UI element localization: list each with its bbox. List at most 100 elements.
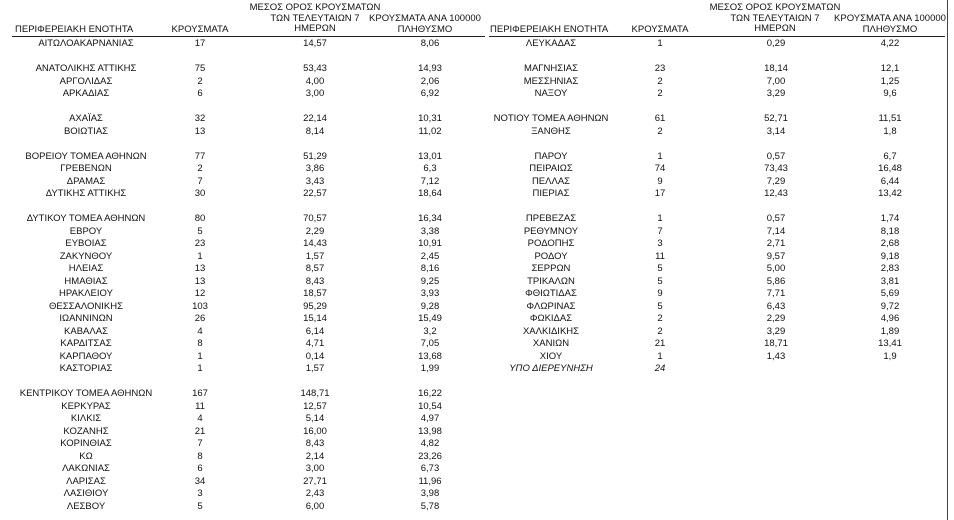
cases-cell: 2 xyxy=(657,88,663,99)
cases-cell: 13 xyxy=(194,275,206,287)
header-divider-right xyxy=(489,36,945,37)
per100k-cell: 4,22 xyxy=(880,38,900,49)
avg7-cell: 18,71 xyxy=(764,338,788,349)
per100k-cell: 15,49 xyxy=(418,313,442,324)
region-cell: ΗΛΕΙΑΣ xyxy=(68,263,104,274)
per100k-cell: 11,96 xyxy=(418,475,442,487)
cases-cell: 12 xyxy=(194,288,206,299)
cases-cell: 26 xyxy=(194,313,206,324)
avg7-cell: 3,29 xyxy=(766,325,786,337)
cases-cell: 17 xyxy=(654,188,666,199)
per100k-cell: 9,72 xyxy=(880,300,900,312)
region-cell: ΕΥΒΟΙΑΣ xyxy=(65,238,107,249)
per100k-cell: 14,93 xyxy=(418,63,442,74)
region-cell: ΥΠΟ ΔΙΕΡΕΥΝΗΣΗ xyxy=(509,363,593,374)
avg7-cell: 2,29 xyxy=(305,225,325,237)
per100k-cell: 1,89 xyxy=(880,325,900,337)
avg7-cell: 0,29 xyxy=(766,38,786,49)
region-cell: ΛΕΣΒΟΥ xyxy=(66,500,106,512)
cases-cell: 1 xyxy=(197,363,203,374)
avg7-cell: 15,14 xyxy=(303,313,327,324)
region-cell: ΚΕΡΚΥΡΑΣ xyxy=(61,400,111,412)
region-cell: ΠΙΕΡΙΑΣ xyxy=(532,188,570,199)
avg7-cell: 4,00 xyxy=(305,75,325,87)
avg7-cell: 8,43 xyxy=(305,275,325,287)
per100k-cell: 4,97 xyxy=(420,413,440,424)
cases-cell: 9 xyxy=(657,288,663,299)
cases-cell: 11 xyxy=(195,400,205,412)
cases-cell: 75 xyxy=(194,63,206,74)
avg7-cell: 4,71 xyxy=(305,338,325,349)
avg7-cell: 1,43 xyxy=(766,350,786,362)
avg7-cell: 52,71 xyxy=(764,113,788,124)
header-avg7-left: ΜΕΣΟΣ ΟΡΟΣ ΚΡΟΥΣΜΑΤΩΝ ΤΩΝ ΤΕΛΕΥΤΑΙΩΝ 7 Η… xyxy=(245,2,385,35)
region-cell: ΗΜΑΘΙΑΣ xyxy=(64,275,108,287)
region-cell: ΧΑΛΚΙΔΙΚΗΣ xyxy=(522,325,580,337)
header-avg7-line1: ΜΕΣΟΣ ΟΡΟΣ ΚΡΟΥΣΜΑΤΩΝ xyxy=(709,2,841,13)
cases-cell: 5 xyxy=(657,275,663,287)
header-region-left: ΠΕΡΙΦΕΡΕΙΑΚΗ ΕΝΟΤΗΤΑ xyxy=(15,24,134,35)
per100k-cell: 23,26 xyxy=(418,450,442,462)
header-cases-left: ΚΡΟΥΣΜΑΤΑ xyxy=(171,24,229,35)
avg7-cell: 3,00 xyxy=(305,88,325,99)
cases-cell: 1 xyxy=(197,250,203,262)
per100k-cell: 3,38 xyxy=(420,225,440,237)
per100k-cell: 16,34 xyxy=(418,213,442,224)
header-per100k-right: ΚΡΟΥΣΜΑΤΑ ΑΝΑ 100000 ΠΛΗΘΥΣΜΟ xyxy=(830,13,950,35)
cases-cell: 4 xyxy=(197,325,203,337)
region-cell: ΛΕΥΚΑΔΑΣ xyxy=(525,38,577,49)
region-cell: ΝΟΤΙΟΥ ΤΟΜΕΑ ΑΘΗΝΩΝ xyxy=(493,113,609,124)
header-per100k-left: ΚΡΟΥΣΜΑΤΑ ΑΝΑ 100000 ΠΛΗΘΥΣΜΟ xyxy=(365,13,485,35)
per100k-cell: 6,92 xyxy=(420,88,440,99)
avg7-cell: 8,14 xyxy=(305,125,325,137)
avg7-cell: 8,57 xyxy=(305,263,325,274)
avg7-cell: 1,57 xyxy=(305,250,325,262)
header-avg7-line2: ΤΩΝ ΤΕΛΕΥΤΑΙΩΝ 7 xyxy=(270,12,360,24)
per100k-cell: 3,81 xyxy=(880,275,900,287)
region-cell: ΔΥΤΙΚΟΥ ΤΟΜΕΑ ΑΘΗΝΩΝ xyxy=(26,213,146,224)
avg7-cell: 0,57 xyxy=(766,213,786,224)
per100k-cell: 13,01 xyxy=(418,150,442,162)
cases-cell: 167 xyxy=(192,388,208,399)
region-cell: ΝΑΞΟΥ xyxy=(534,88,568,99)
header-per100k-line2: ΠΛΗΘΥΣΜΟ xyxy=(397,23,453,35)
header-avg7-right: ΜΕΣΟΣ ΟΡΟΣ ΚΡΟΥΣΜΑΤΩΝ ΤΩΝ ΤΕΛΕΥΤΑΙΩΝ 7 Η… xyxy=(705,2,845,35)
cases-cell: 2 xyxy=(657,313,663,324)
region-cell: ΗΡΑΚΛΕΙΟΥ xyxy=(59,288,113,299)
cases-cell: 61 xyxy=(654,113,666,124)
region-cell: ΑΧΑΪΑΣ xyxy=(69,113,103,124)
per100k-cell: 1,74 xyxy=(880,213,900,224)
avg7-cell: 6,14 xyxy=(305,325,325,337)
region-cell: ΠΕΙΡΑΙΩΣ xyxy=(529,163,573,174)
per100k-cell: 2,45 xyxy=(420,250,440,262)
cases-cell: 2 xyxy=(197,163,203,174)
avg7-cell: 3,29 xyxy=(766,88,786,99)
avg7-cell: 3,43 xyxy=(305,175,325,187)
cases-cell: 8 xyxy=(197,450,203,462)
avg7-cell: 12,43 xyxy=(764,188,788,199)
per100k-cell: 1,99 xyxy=(420,363,440,374)
cases-cell: 77 xyxy=(194,150,206,162)
avg7-cell: 51,29 xyxy=(303,150,327,162)
header-per100k-line1: ΚΡΟΥΣΜΑΤΑ ΑΝΑ 100000 xyxy=(369,13,481,24)
region-cell: ΧΙΟΥ xyxy=(539,350,563,362)
cases-cell: 6 xyxy=(197,463,203,474)
per100k-cell: 13,42 xyxy=(878,188,902,199)
avg7-cell: 14,43 xyxy=(303,238,327,249)
avg7-cell: 18,14 xyxy=(764,63,788,74)
region-cell: ΣΕΡΡΩΝ xyxy=(531,263,571,274)
region-cell: ΑΡΚΑΔΙΑΣ xyxy=(62,88,110,99)
per100k-cell: 10,31 xyxy=(418,113,442,124)
region-cell: ΚΑΡΔΙΤΣΑΣ xyxy=(60,338,112,349)
table-right-border xyxy=(947,0,948,520)
avg7-cell: 0,57 xyxy=(766,150,786,162)
avg7-cell: 22,14 xyxy=(303,113,327,124)
cases-cell: 80 xyxy=(194,213,206,224)
cases-cell: 1 xyxy=(657,150,663,162)
per100k-cell: 2,68 xyxy=(880,238,900,249)
region-cell: ΠΡΕΒΕΖΑΣ xyxy=(525,213,577,224)
avg7-cell: 148,71 xyxy=(300,388,330,399)
per100k-cell: 1,8 xyxy=(883,125,897,137)
region-cell: ΜΕΣΣΗΝΙΑΣ xyxy=(523,75,579,87)
cases-cell: 34 xyxy=(194,475,206,487)
